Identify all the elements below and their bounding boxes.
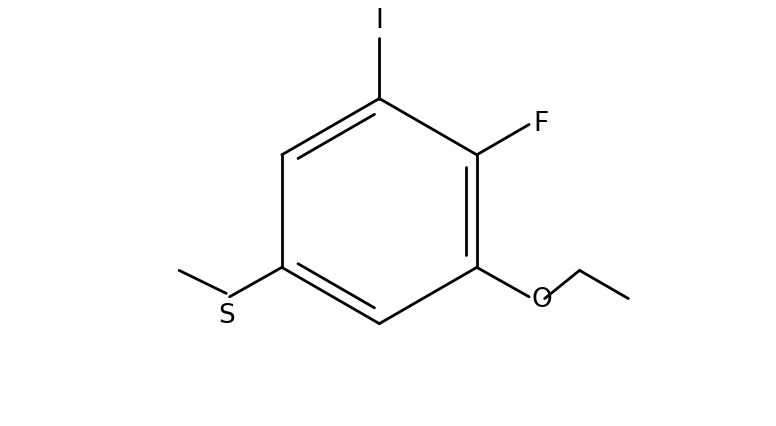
- Text: S: S: [218, 303, 234, 329]
- Text: F: F: [533, 111, 549, 137]
- Text: I: I: [376, 9, 383, 35]
- Text: O: O: [532, 287, 553, 313]
